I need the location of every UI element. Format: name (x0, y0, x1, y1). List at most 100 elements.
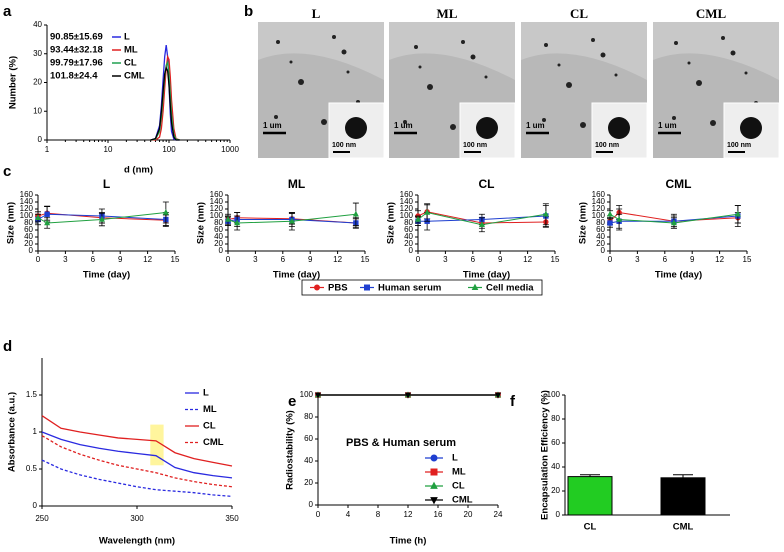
series-line (150, 45, 180, 141)
legend-label: CL (203, 421, 216, 432)
y-tick-label: 0 (556, 510, 561, 519)
y-axis-label: Size (nm) (578, 202, 589, 244)
legend-label: CL (452, 481, 465, 492)
x-tick-label: CML (673, 522, 694, 533)
particle (461, 40, 465, 44)
marker (424, 209, 431, 215)
y-tick-label: 0 (33, 501, 38, 510)
y-tick-label: 60 (404, 225, 413, 234)
y-tick-label: 80 (214, 218, 223, 227)
legend-label: ML (124, 45, 138, 56)
y-tick-label: 40 (33, 20, 42, 29)
particle (274, 115, 278, 119)
y-tick-label: 60 (304, 434, 313, 443)
y-axis-label: Encapsulation Efficiency (%) (540, 390, 551, 520)
stat-label: 93.44±32.18 (50, 45, 103, 56)
series-line (227, 219, 356, 224)
marker (288, 217, 295, 224)
y-tick-label: 160 (400, 190, 414, 199)
y-tick-label: 40 (24, 232, 33, 241)
panel-label: c (3, 163, 11, 180)
stat-label: 99.79±17.96 (50, 58, 103, 69)
marker (734, 210, 741, 217)
tem-title: CML (696, 6, 727, 21)
x-tick-label: 0 (226, 255, 231, 264)
x-tick-label: 0 (36, 255, 41, 264)
particle (470, 54, 476, 60)
particle (591, 38, 595, 42)
marker (98, 216, 105, 222)
chart-title: L (103, 177, 110, 191)
marker (414, 216, 422, 222)
particle (710, 120, 716, 126)
particle (276, 40, 280, 44)
y-tick-label: 160 (20, 190, 34, 199)
y-tick-label: 10 (33, 106, 42, 115)
x-tick-label: 20 (464, 510, 473, 519)
legend-box (301, 279, 543, 296)
y-tick-label: 160 (210, 190, 224, 199)
y-axis-label: Number (%) (8, 56, 19, 109)
marker (471, 283, 479, 290)
stat-label: 101.8±24.4 (50, 71, 98, 82)
marker (430, 481, 438, 489)
x-tick-label: 6 (281, 255, 286, 264)
y-tick-label: 60 (596, 225, 605, 234)
particle (298, 79, 304, 85)
legend-label: Human serum (378, 283, 441, 294)
marker (607, 220, 613, 226)
particle (403, 120, 407, 124)
y-tick-label: 20 (551, 486, 560, 495)
legend-label: Cell media (486, 283, 534, 294)
particle (321, 119, 327, 125)
y-tick-label: 0 (29, 246, 34, 255)
panel-label: a (3, 3, 12, 20)
x-tick-label: 15 (551, 255, 560, 264)
legend-label: CML (124, 71, 145, 82)
y-tick-label: 80 (596, 218, 605, 227)
y-tick-label: 40 (304, 456, 313, 465)
x-axis-label: Time (day) (655, 270, 702, 281)
scale-bar-label: 1 um (263, 121, 282, 130)
x-tick-label: 15 (743, 255, 752, 264)
x-tick-label: 0 (608, 255, 613, 264)
y-tick-label: 0.5 (26, 464, 38, 473)
particle (730, 50, 736, 56)
x-tick-label: 12 (143, 255, 152, 264)
y-tick-label: 1.5 (26, 390, 38, 399)
particle (542, 118, 546, 122)
y-tick-label: 100 (592, 211, 606, 220)
particle (672, 116, 676, 120)
y-tick-label: 20 (404, 239, 413, 248)
marker (478, 221, 485, 228)
y-tick-label: 100 (210, 211, 224, 220)
y-tick-label: 60 (551, 438, 560, 447)
marker (224, 216, 232, 222)
y-axis-label: Size (nm) (6, 202, 17, 244)
x-tick-label: 9 (690, 255, 695, 264)
marker (494, 392, 502, 399)
inset-scale-bar-label: 100 nm (595, 142, 619, 149)
marker (616, 216, 623, 222)
legend-label: ML (203, 404, 217, 415)
legend-label: ML (452, 467, 466, 478)
x-tick-label: 8 (376, 510, 381, 519)
y-tick-label: 20 (304, 478, 313, 487)
marker (34, 214, 42, 221)
marker (670, 219, 677, 226)
x-axis-label: Time (day) (83, 270, 130, 281)
marker (314, 392, 322, 399)
y-tick-label: 140 (20, 197, 34, 206)
marker (430, 454, 438, 462)
particle (341, 49, 347, 55)
error-bar (580, 474, 600, 477)
y-axis-label: Absorbance (a.u.) (7, 392, 18, 472)
x-tick-label: 1 (45, 145, 50, 154)
series-line (41, 435, 233, 488)
particle (332, 35, 336, 39)
y-tick-label: 120 (592, 204, 606, 213)
bar (660, 477, 706, 516)
annotation: PBS & Human serum (346, 437, 456, 449)
y-tick-label: 140 (400, 197, 414, 206)
particle (289, 60, 293, 64)
